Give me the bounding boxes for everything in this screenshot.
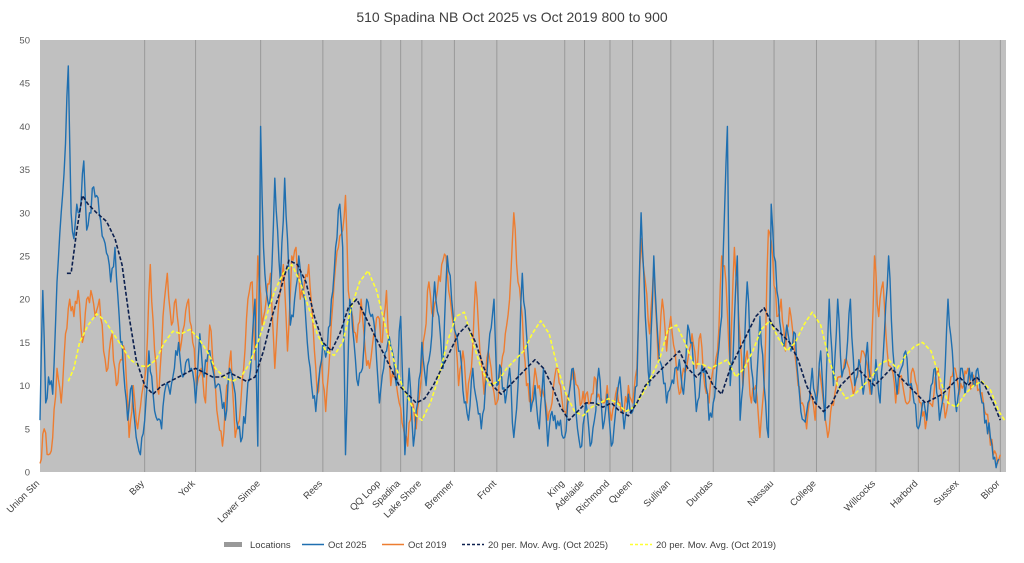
- y-tick-label: 40: [19, 122, 30, 133]
- chart-title: 510 Spadina NB Oct 2025 vs Oct 2019 800 …: [356, 9, 668, 25]
- y-axis: 0 5 10 15 20 25 30 35 40 45 50: [19, 36, 30, 479]
- series-layer: [39, 65, 1006, 469]
- legend-label: Locations: [250, 540, 291, 551]
- y-tick-label: 35: [19, 165, 30, 176]
- legend-swatch: [224, 542, 242, 547]
- y-tick-label: 30: [19, 208, 30, 219]
- legend: Locations Oct 2025 Oct 2019 20 per. Mov. Av…: [224, 540, 776, 551]
- y-tick-label: 45: [19, 79, 30, 90]
- legend-item: Oct 2019: [382, 540, 447, 551]
- x-tick-label: Bloor: [979, 478, 1002, 501]
- x-tick-label: College: [788, 478, 819, 509]
- legend-label: 20 per. Mov. Avg. (Oct 2019): [656, 540, 776, 551]
- y-tick-label: 50: [19, 36, 30, 47]
- x-tick-label: Queen: [607, 478, 635, 506]
- x-tick-label: Front: [475, 478, 499, 502]
- series-line-1: [39, 194, 1001, 465]
- x-tick-label: Willcocks: [842, 478, 878, 514]
- legend-item: Locations: [224, 540, 291, 551]
- x-tick-label: Lower Simoe: [216, 478, 263, 525]
- x-tick-label: Dundas: [684, 478, 715, 509]
- series-line-2: [66, 194, 1002, 421]
- legend-label: 20 per. Mov. Avg. (Oct 2025): [488, 540, 608, 551]
- series-line-0: [39, 65, 1000, 469]
- y-tick-label: 15: [19, 338, 30, 349]
- x-tick-label: Bay: [127, 478, 147, 498]
- x-axis-labels: Union Stn Bay York Lower Simoe Rees QQ LoopSp…: [5, 478, 1003, 525]
- x-tick-label: Sullivan: [642, 478, 673, 509]
- x-tick-label: Nassau: [746, 478, 777, 509]
- y-tick-label: 25: [19, 252, 30, 263]
- legend-item: 20 per. Mov. Avg. (Oct 2019): [630, 540, 776, 551]
- y-tick-label: 10: [19, 381, 30, 392]
- legend-item: 20 per. Mov. Avg. (Oct 2025): [462, 540, 608, 551]
- y-tick-label: 20: [19, 295, 30, 306]
- x-tick-label: Union Stn: [5, 478, 42, 515]
- y-tick-label: 0: [25, 468, 30, 479]
- x-tick-label: Rees: [302, 478, 326, 502]
- y-tick-label: 5: [25, 424, 30, 435]
- legend-item: Oct 2025: [302, 540, 367, 551]
- x-tick-label: Sussex: [932, 478, 962, 508]
- x-tick-label: Harbord: [888, 478, 920, 510]
- legend-label: Oct 2019: [408, 540, 447, 551]
- x-tick-label: York: [177, 478, 198, 499]
- x-tick-label: Bremner: [423, 478, 457, 512]
- plot-background: [40, 40, 1006, 472]
- legend-label: Oct 2025: [328, 540, 367, 551]
